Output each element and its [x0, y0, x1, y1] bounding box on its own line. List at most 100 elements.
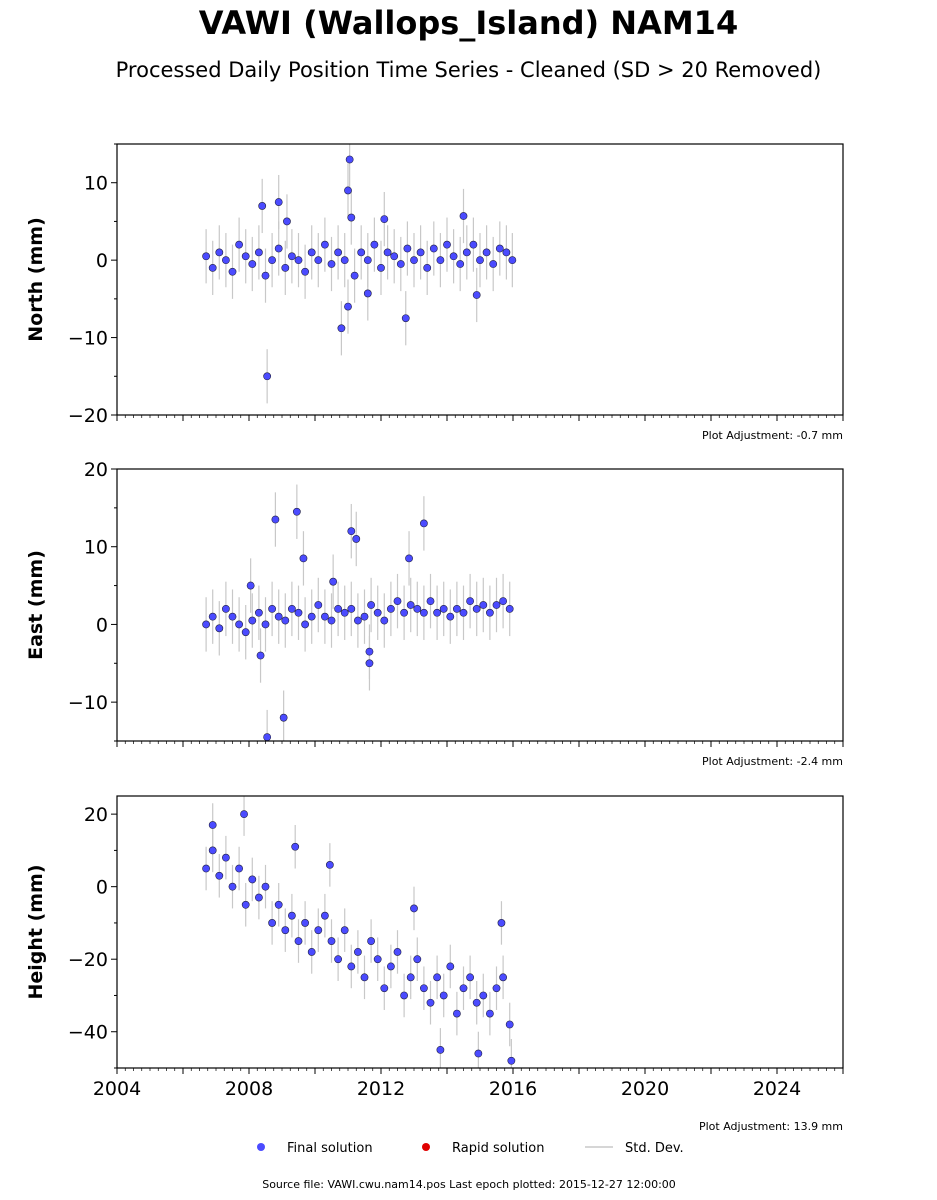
- final-solution-point: [419, 984, 428, 993]
- final-solution-point: [380, 616, 389, 625]
- final-solution-point: [474, 1049, 483, 1058]
- final-solution-point: [340, 926, 349, 935]
- final-solution-point: [240, 810, 248, 819]
- plot-adjustment-note: Plot Adjustment: 13.9 mm: [699, 1120, 843, 1133]
- final-solution-point: [508, 256, 517, 265]
- final-solution-point: [287, 911, 296, 920]
- final-solution-point: [396, 260, 405, 268]
- final-solution-point: [380, 215, 389, 224]
- final-solution-point: [268, 604, 276, 613]
- final-solution-point: [294, 608, 303, 617]
- final-solution-point: [479, 601, 488, 609]
- final-solution-point: [274, 900, 283, 909]
- y-tick-label: −40: [68, 1022, 108, 1044]
- final-solution-point: [281, 926, 290, 935]
- final-solution-point: [456, 260, 465, 268]
- final-solution-point: [263, 733, 272, 741]
- final-solution-point: [419, 519, 428, 528]
- final-solution-point: [261, 271, 270, 280]
- final-solution-point: [344, 186, 352, 195]
- final-solution-point: [215, 871, 224, 880]
- x-tick-label: 2016: [489, 1078, 537, 1100]
- x-tick-label: 2020: [621, 1078, 669, 1100]
- final-solution-point: [292, 507, 301, 516]
- final-solution-point: [281, 263, 290, 272]
- plot-adjustment-note: Plot Adjustment: -0.7 mm: [702, 429, 843, 442]
- final-solution-point: [367, 937, 375, 945]
- legend-rapid-label: Rapid solution: [452, 1141, 544, 1156]
- final-solution-point: [390, 252, 399, 261]
- final-solution-point: [426, 998, 435, 1007]
- final-solution-point: [459, 984, 468, 993]
- final-solution-point: [246, 581, 255, 590]
- y-axis-label: North (mm): [25, 217, 47, 342]
- final-solution-point: [365, 659, 374, 668]
- final-solution-point: [360, 973, 369, 982]
- y-tick-label: 10: [84, 173, 108, 195]
- y-tick-label: −20: [68, 405, 108, 427]
- final-solution-point: [406, 973, 415, 982]
- final-solution-point: [314, 926, 323, 935]
- final-solution-point: [215, 624, 224, 633]
- final-solution-point: [413, 604, 422, 613]
- final-solution-point: [329, 577, 338, 586]
- final-solution-point: [274, 244, 283, 253]
- chart-title: VAWI (Wallops_Island) NAM14: [198, 4, 739, 42]
- final-solution-point: [301, 267, 309, 276]
- final-solution-point: [419, 608, 428, 617]
- final-solution-point: [294, 256, 303, 265]
- y-tick-label: 0: [96, 614, 108, 636]
- y-tick-label: 0: [96, 877, 108, 899]
- final-solution-point: [320, 612, 329, 621]
- final-solution-point: [353, 948, 362, 956]
- final-solution-point: [373, 608, 382, 617]
- plot-adjustment-note: Plot Adjustment: -2.4 mm: [702, 755, 843, 768]
- legend-final-marker: [257, 1143, 265, 1151]
- final-solution-point: [347, 604, 356, 613]
- final-solution-point: [352, 535, 361, 543]
- final-solution-point: [436, 256, 445, 265]
- final-solution-point: [401, 314, 410, 323]
- y-tick-label: −10: [68, 692, 108, 714]
- final-solution-point: [413, 955, 422, 964]
- final-solution-point: [241, 900, 250, 909]
- final-solution-point: [353, 616, 362, 625]
- source-file-note: Source file: VAWI.cwu.nam14.pos Last epo…: [262, 1178, 676, 1191]
- final-solution-point: [466, 973, 474, 982]
- final-solution-point: [459, 212, 468, 220]
- final-solution-point: [202, 864, 210, 873]
- final-solution-point: [248, 260, 257, 268]
- final-solution-point: [383, 248, 392, 257]
- final-solution-point: [228, 882, 237, 891]
- final-solution-point: [406, 601, 415, 609]
- final-solution-point: [327, 260, 336, 268]
- final-solution-point: [452, 604, 461, 613]
- final-solution-point: [360, 612, 369, 621]
- final-solution-point: [208, 821, 217, 829]
- final-solution-point: [327, 937, 336, 945]
- final-solution-point: [466, 597, 474, 606]
- plot-area: [202, 144, 517, 404]
- final-solution-point: [367, 601, 375, 609]
- final-solution-point: [502, 248, 511, 257]
- final-solution-point: [241, 252, 250, 261]
- final-solution-point: [334, 604, 342, 613]
- final-solution-point: [393, 948, 402, 956]
- final-solution-point: [228, 267, 237, 276]
- final-solution-point: [416, 248, 425, 257]
- final-solution-point: [400, 608, 408, 617]
- final-solution-point: [221, 256, 230, 265]
- final-solution-point: [299, 554, 308, 563]
- final-solution-point: [377, 263, 385, 272]
- final-solution-point: [505, 604, 514, 613]
- final-solution-point: [287, 252, 296, 261]
- final-solution-point: [446, 962, 455, 971]
- final-solution-point: [433, 973, 441, 982]
- final-solution-point: [208, 846, 217, 855]
- final-solution-point: [363, 289, 372, 298]
- final-solution-point: [472, 604, 481, 613]
- y-axis-label: Height (mm): [25, 864, 47, 999]
- final-solution-point: [485, 608, 494, 617]
- final-solution-point: [274, 198, 283, 206]
- final-solution-point: [334, 248, 342, 257]
